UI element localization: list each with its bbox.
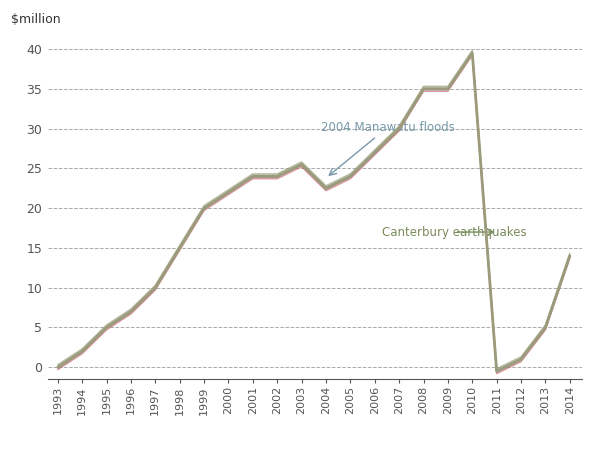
Text: 2004 Manawatu floods: 2004 Manawatu floods — [321, 120, 455, 175]
Text: $million: $million — [11, 13, 60, 26]
Text: Canterbury earthquakes: Canterbury earthquakes — [382, 226, 527, 238]
